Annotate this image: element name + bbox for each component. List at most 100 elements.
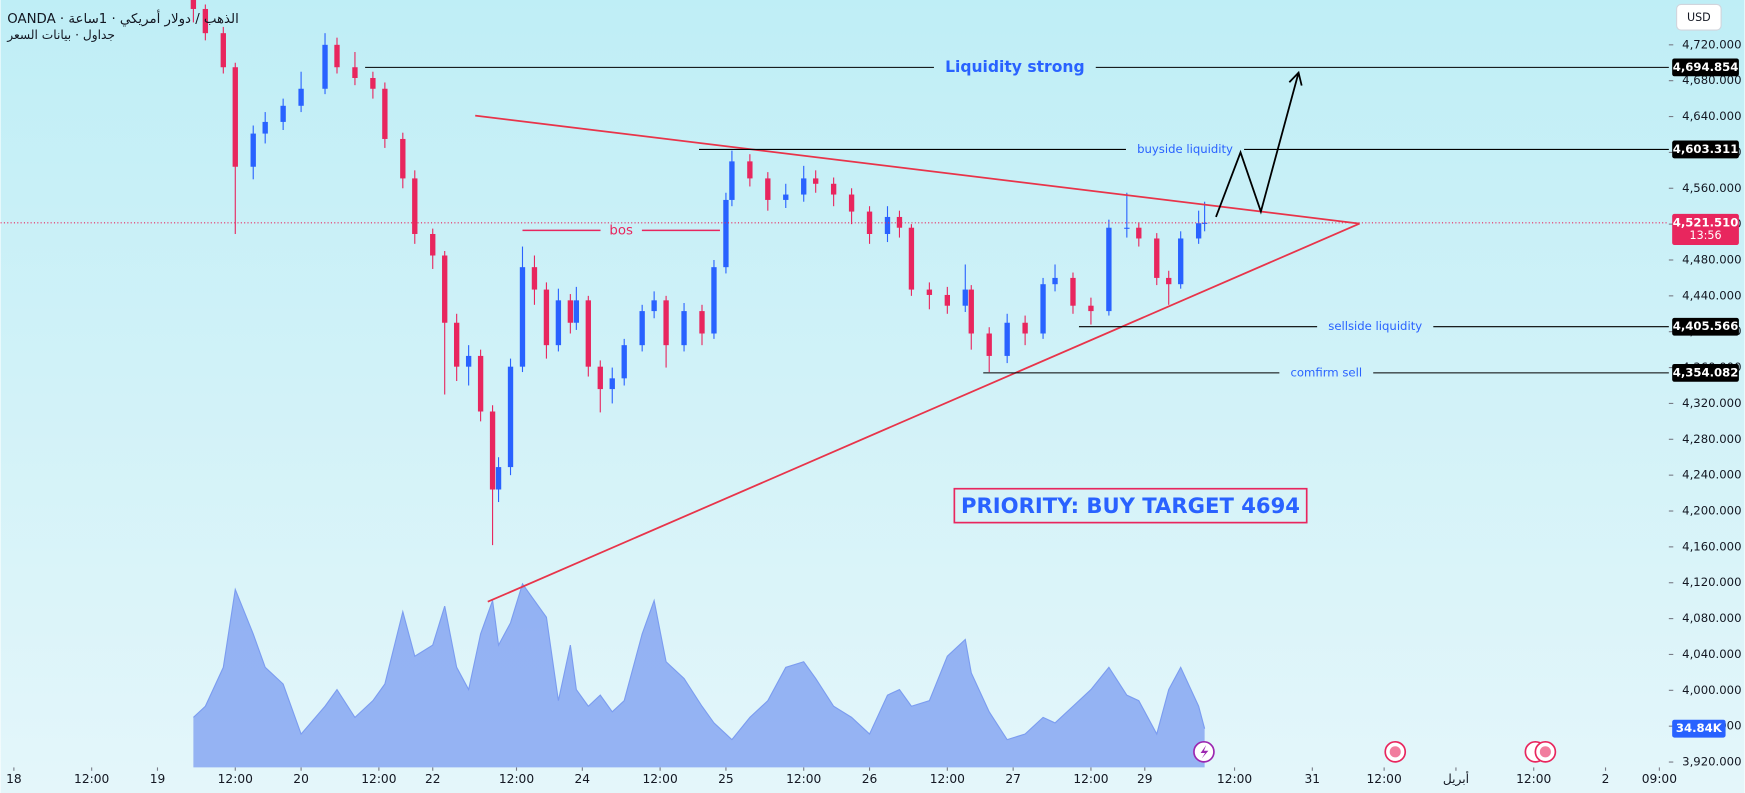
candle-body bbox=[1070, 277, 1076, 306]
candle-body bbox=[908, 227, 915, 290]
currency-label: USD bbox=[1687, 11, 1711, 24]
level-tag-label: 4,405.566 bbox=[1673, 319, 1739, 333]
candle-body bbox=[962, 289, 968, 306]
candle-body bbox=[801, 178, 807, 195]
y-tick-label: 4,200.000 bbox=[1682, 504, 1741, 518]
candle-body bbox=[866, 211, 873, 234]
candle-body bbox=[1178, 238, 1184, 285]
y-tick-label: 4,160.000 bbox=[1682, 539, 1741, 553]
x-tick-label: 12:00 bbox=[930, 772, 965, 786]
x-tick-label: 20 bbox=[293, 772, 309, 786]
chart-subtitle: جداول · بيانات السعر bbox=[6, 28, 115, 43]
volume-layer bbox=[193, 582, 1206, 768]
flag-icon bbox=[1539, 746, 1551, 758]
candle-body bbox=[968, 289, 974, 334]
candle-body bbox=[813, 178, 819, 184]
candle-body bbox=[729, 161, 735, 200]
candle-body bbox=[370, 77, 376, 89]
volume-fill bbox=[193, 583, 1205, 768]
candle-body bbox=[495, 467, 502, 490]
event-icon-bolt bbox=[1200, 745, 1209, 759]
candle-body bbox=[699, 311, 705, 334]
arrow-path bbox=[1215, 72, 1300, 218]
candle-body bbox=[442, 255, 448, 323]
candle-body bbox=[232, 67, 238, 167]
candle-body bbox=[412, 178, 418, 234]
y-tick-label: 4,320.000 bbox=[1682, 396, 1741, 410]
x-tick-label: 12:00 bbox=[499, 772, 534, 786]
x-tick-label: 09:00 bbox=[1642, 772, 1677, 786]
candle-body bbox=[507, 366, 514, 468]
level-label: Liquidity strong bbox=[945, 58, 1085, 76]
candle-body bbox=[573, 300, 580, 323]
x-tick-label: 26 bbox=[862, 772, 878, 786]
candle-body bbox=[1088, 305, 1094, 312]
candle-body bbox=[663, 300, 669, 346]
currency-button[interactable] bbox=[1676, 3, 1722, 31]
candle-body bbox=[723, 199, 729, 268]
candle-body bbox=[1022, 322, 1028, 334]
level-label: buyside liquidity bbox=[1137, 142, 1233, 156]
candle-body bbox=[1201, 222, 1208, 224]
candle-body bbox=[681, 311, 687, 346]
x-tick-label: 12:00 bbox=[643, 772, 678, 786]
x-tick-label: 2 bbox=[1602, 772, 1610, 786]
candle-body bbox=[765, 178, 771, 200]
volume-tag bbox=[1672, 719, 1726, 738]
candle-body bbox=[944, 294, 950, 306]
candle-body bbox=[609, 378, 615, 390]
level-tag bbox=[1672, 317, 1739, 336]
arrow-head bbox=[1288, 70, 1303, 86]
y-tick-label: 4,440.000 bbox=[1682, 288, 1741, 302]
y-tick-label: 4,280.000 bbox=[1682, 432, 1741, 446]
x-tick-label: 12:00 bbox=[1516, 772, 1551, 786]
candle-body bbox=[585, 300, 591, 367]
x-tick-label: 18 bbox=[6, 772, 22, 786]
candle-body bbox=[1136, 227, 1142, 239]
trendline bbox=[475, 114, 1360, 225]
x-tick-label: 12:00 bbox=[74, 772, 109, 786]
candle-body bbox=[489, 411, 496, 490]
volume-area bbox=[193, 582, 1206, 741]
candle-body bbox=[519, 267, 526, 367]
level-tag bbox=[1672, 363, 1739, 382]
level-label: comfirm sell bbox=[1290, 365, 1362, 379]
x-tick-label: 12:00 bbox=[361, 772, 396, 786]
y-tick-label: 4,560.000 bbox=[1682, 181, 1741, 195]
level-tag-label: 4,603.311 bbox=[1673, 142, 1739, 156]
x-tick-label: 22 bbox=[425, 772, 441, 786]
level-tag bbox=[1672, 140, 1739, 159]
candle-body bbox=[202, 8, 209, 34]
last-price-label: 4,521.510 bbox=[1673, 215, 1739, 229]
x-tick-label: أبريل bbox=[1443, 771, 1469, 787]
candle-body bbox=[1052, 277, 1058, 285]
level-tag-label: 4,354.082 bbox=[1673, 365, 1739, 379]
price-layer: bos Liquidity strong buyside liquidity sell… bbox=[0, 0, 1669, 603]
candle-body bbox=[298, 88, 304, 106]
candle-body bbox=[567, 300, 574, 323]
level-label: sellside liquidity bbox=[1328, 319, 1422, 333]
x-tick-label: 12:00 bbox=[1073, 772, 1108, 786]
candle-body bbox=[896, 216, 903, 228]
priority-annotation: PRIORITY: BUY TARGET 4694 bbox=[961, 493, 1300, 518]
x-tick-label: 31 bbox=[1305, 772, 1321, 786]
candle-body bbox=[1154, 238, 1160, 278]
candle-body bbox=[280, 105, 286, 122]
annotation-box bbox=[953, 487, 1308, 524]
candle-body bbox=[597, 366, 603, 390]
candle-body bbox=[555, 300, 562, 346]
candle-body bbox=[1166, 277, 1172, 285]
candle-body bbox=[262, 121, 268, 134]
x-tick-label: 12:00 bbox=[1367, 772, 1402, 786]
candle-body bbox=[711, 267, 717, 334]
y-tick-label: 4,040.000 bbox=[1682, 647, 1741, 661]
x-tick-label: 19 bbox=[150, 772, 166, 786]
candle-body bbox=[926, 289, 933, 295]
x-tick-label: 12:00 bbox=[218, 772, 253, 786]
event-icons bbox=[1193, 741, 1557, 763]
candle-body bbox=[1195, 223, 1202, 239]
candle-body bbox=[477, 355, 484, 412]
axis-layer: 4,720.0004,680.0004,640.0004,600.0004,56… bbox=[6, 37, 1741, 787]
bos-label: bos bbox=[609, 223, 633, 238]
